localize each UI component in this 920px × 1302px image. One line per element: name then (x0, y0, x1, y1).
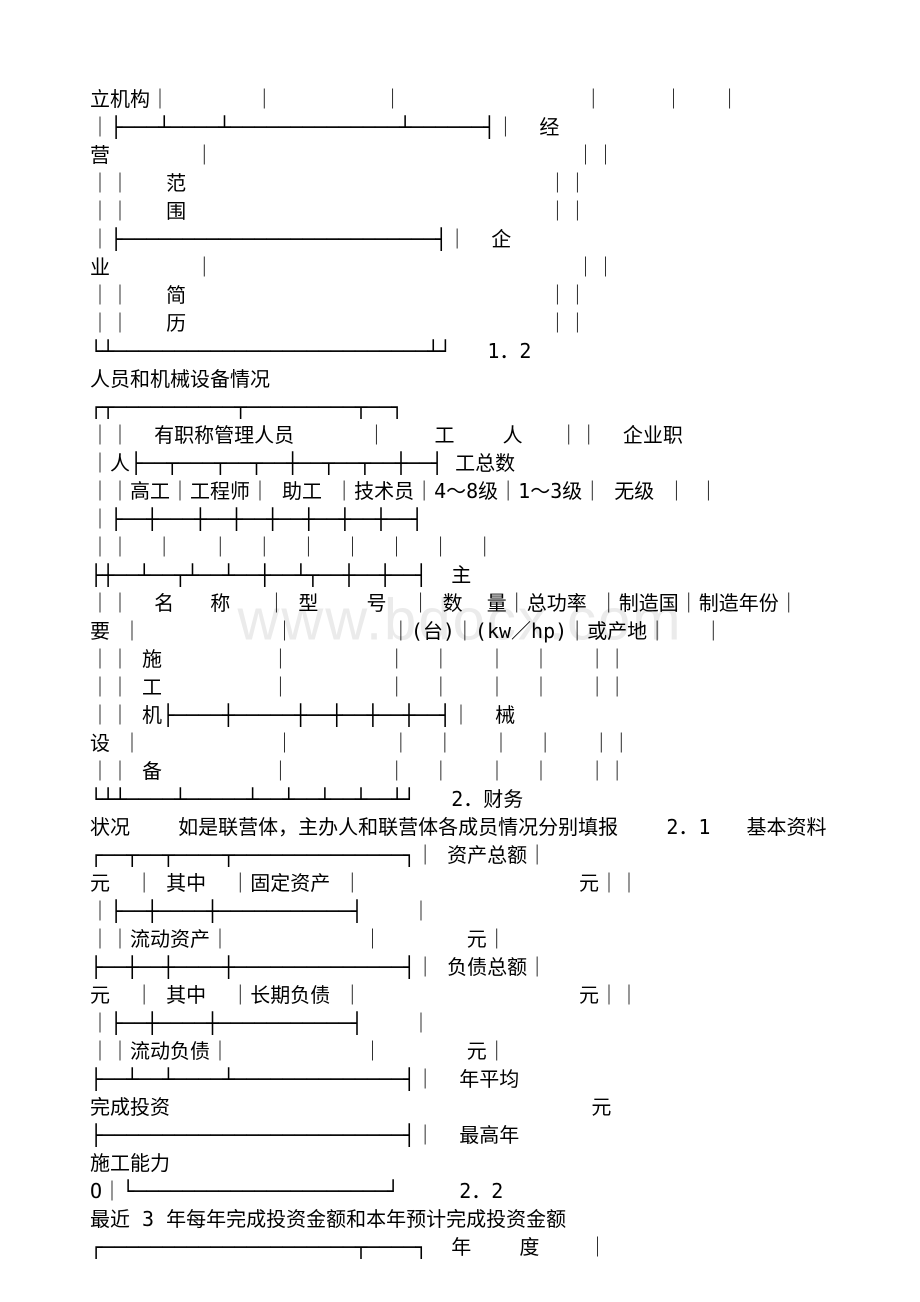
text-line: ┌──┬──┬────┬──────────────┐｜ 资产总额｜ (90, 841, 830, 869)
text-line: 元 ｜ 其中 ｜固定资产 ｜ 元｜｜ (90, 869, 830, 897)
text-line: └┴──────────────────────────┴┘ 1．2 (90, 337, 830, 365)
text-line: ｜｜高工｜工程师｜ 助工 ｜技术员｜4～8级｜1～3级｜ 无级 ｜ ｜ (90, 477, 830, 505)
text-line: 完成投资 元 (90, 1093, 830, 1121)
text-line: ├──┴──┴────┴──────────────┤｜ 年平均 (90, 1065, 830, 1093)
text-line: ｜｜ 机├────┼─────┼──┼──┼──┼──┤｜ 械 (90, 701, 830, 729)
text-line: ｜｜ 历 ｜｜ (90, 309, 830, 337)
text-line: ┌─────────────────────┬────┐ 年 度 ｜ (90, 1233, 830, 1261)
text-line: ｜├──────────────────────────┤｜ 企 (90, 225, 830, 253)
text-line: └┴┴────┴─────┴──┴──┴──┴──┴┘ 2．财务 (90, 785, 830, 813)
text-line: ├┼──┴──┬┴──┴──┼──┴┬──┼──┼──┤ 主 (90, 561, 830, 589)
text-line: O｜└─────────────────────┘ 2．2 (90, 1177, 830, 1205)
document-page: 立机构｜ ｜ ｜ ｜ ｜ ｜｜├───┴────┴──────────────┴… (90, 85, 830, 1261)
text-line: ｜｜ 名 称 ｜ 型 号 ｜ 数 量｜总功率 ｜制造国｜制造年份｜ (90, 589, 830, 617)
text-line: ｜｜ 范 ｜｜ (90, 169, 830, 197)
text-line: ｜├───┴────┴──────────────┴──────┤｜ 经 (90, 113, 830, 141)
text-line: 要 ｜ ｜ ｜(台)｜(kw／hp)｜或产地｜ ｜ (90, 617, 830, 645)
text-line: ├─────────────────────────┤｜ 最高年 (90, 1121, 830, 1149)
text-line: ｜├──┼────┼───────────┤ ｜ (90, 897, 830, 925)
text-line: ｜├──┼───┼──┼──┼──┼──┼──┼──┤ (90, 505, 830, 533)
text-body: 立机构｜ ｜ ｜ ｜ ｜ ｜｜├───┴────┴──────────────┴… (90, 85, 830, 1261)
text-line: ｜｜流动资产｜ ｜ 元｜ (90, 925, 830, 953)
text-line: ｜├──┼────┼───────────┤ ｜ (90, 1009, 830, 1037)
text-line: ｜｜ 施 ｜ ｜ ｜ ｜ ｜ ｜｜ (90, 645, 830, 673)
text-line: ｜｜ 备 ｜ ｜ ｜ ｜ ｜ ｜｜ (90, 757, 830, 785)
text-line: 人员和机械设备情况 (90, 365, 830, 393)
text-line: 设 ｜ ｜ ｜ ｜ ｜ ｜ ｜｜ (90, 729, 830, 757)
text-line: 营 ｜ ｜｜ (90, 141, 830, 169)
text-line: ├──┼──┼────┼──────────────┤｜ 负债总额｜ (90, 953, 830, 981)
text-line: 最近 3 年每年完成投资金额和本年预计完成投资金额 (90, 1205, 830, 1233)
text-line: 业 ｜ ｜｜ (90, 253, 830, 281)
text-line: 元 ｜ 其中 ｜长期负债 ｜ 元｜｜ (90, 981, 830, 1009)
text-line: ｜人├──┬───┬──┬──┼──┬──┬──┼──┤ 工总数 (90, 449, 830, 477)
text-line: 状况 如是联营体，主办人和联营体各成员情况分别填报 2．1 基本资料 (90, 813, 830, 841)
text-line: ｜｜ 简 ｜｜ (90, 281, 830, 309)
text-line: 施工能力 (90, 1149, 830, 1177)
text-line: ┌┬──────────┬─────────┬──┐ (90, 393, 830, 421)
text-line: ｜｜ ｜ ｜ ｜ ｜ ｜ ｜ ｜ ｜ (90, 533, 830, 561)
text-line: ｜｜流动负债｜ ｜ 元｜ (90, 1037, 830, 1065)
text-line: 立机构｜ ｜ ｜ ｜ ｜ ｜ (90, 85, 830, 113)
text-line: ｜｜ 围 ｜｜ (90, 197, 830, 225)
text-line: ｜｜ 有职称管理人员 ｜ 工 人 ｜｜ 企业职 (90, 421, 830, 449)
text-line: ｜｜ 工 ｜ ｜ ｜ ｜ ｜ ｜｜ (90, 673, 830, 701)
